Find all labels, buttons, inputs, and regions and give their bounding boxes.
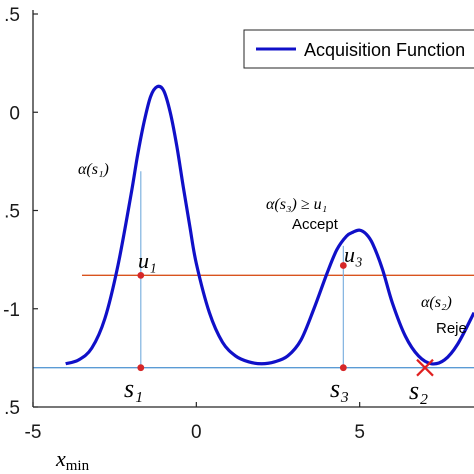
annotations: α(s₁) u₁ α(s₃) ≥ u₁ Accept u₃ α(s₂) Reje…: [55, 161, 467, 474]
data-point-0: [137, 271, 145, 279]
y-tick-label-1: 0: [9, 103, 20, 124]
rejected-marker-stroke-2: [416, 358, 434, 377]
series-line-0: [65, 84, 474, 366]
y-tick-label-0: .5: [4, 5, 20, 26]
x-min-subscript: min: [66, 458, 90, 474]
alpha-s1-label: α(s₁): [78, 161, 109, 178]
axes: [32, 10, 474, 408]
s3-label: s₃: [330, 374, 349, 403]
data-point-2: [339, 262, 347, 269]
x-tick-label-0: -5: [25, 422, 42, 443]
alpha-s3-ge-u1-label: α(s₃) ≥ u₁: [266, 196, 327, 213]
y-tick-label-4: .5: [4, 398, 20, 419]
plot-area: [33, 84, 474, 377]
ticks: -5 0 5 .5 0 .5 -1 .5: [3, 5, 365, 443]
x-tick-label-2: 5: [354, 422, 365, 443]
u3-label: u₃: [344, 242, 363, 267]
s1-label: s₁: [124, 374, 143, 403]
x-min-base: x: [55, 446, 66, 471]
x-min-label: xmin: [55, 446, 90, 474]
data-point-1: [137, 364, 145, 372]
legend: Acquisition Function: [243, 29, 474, 69]
x-tick-label-1: 0: [191, 422, 202, 443]
rejected-point-marker: [416, 358, 434, 377]
data-point-3: [339, 364, 347, 372]
accept-label: Accept: [292, 216, 339, 233]
alpha-s2-label: α(s₂): [421, 294, 452, 311]
legend-label: Acquisition Function: [304, 40, 465, 60]
y-tick-label-3: -1: [3, 300, 20, 321]
u1-label: u₁: [138, 248, 157, 273]
s2-label: s₂: [409, 376, 428, 405]
reject-label: Reje: [436, 320, 467, 337]
y-tick-label-2: .5: [4, 202, 20, 223]
